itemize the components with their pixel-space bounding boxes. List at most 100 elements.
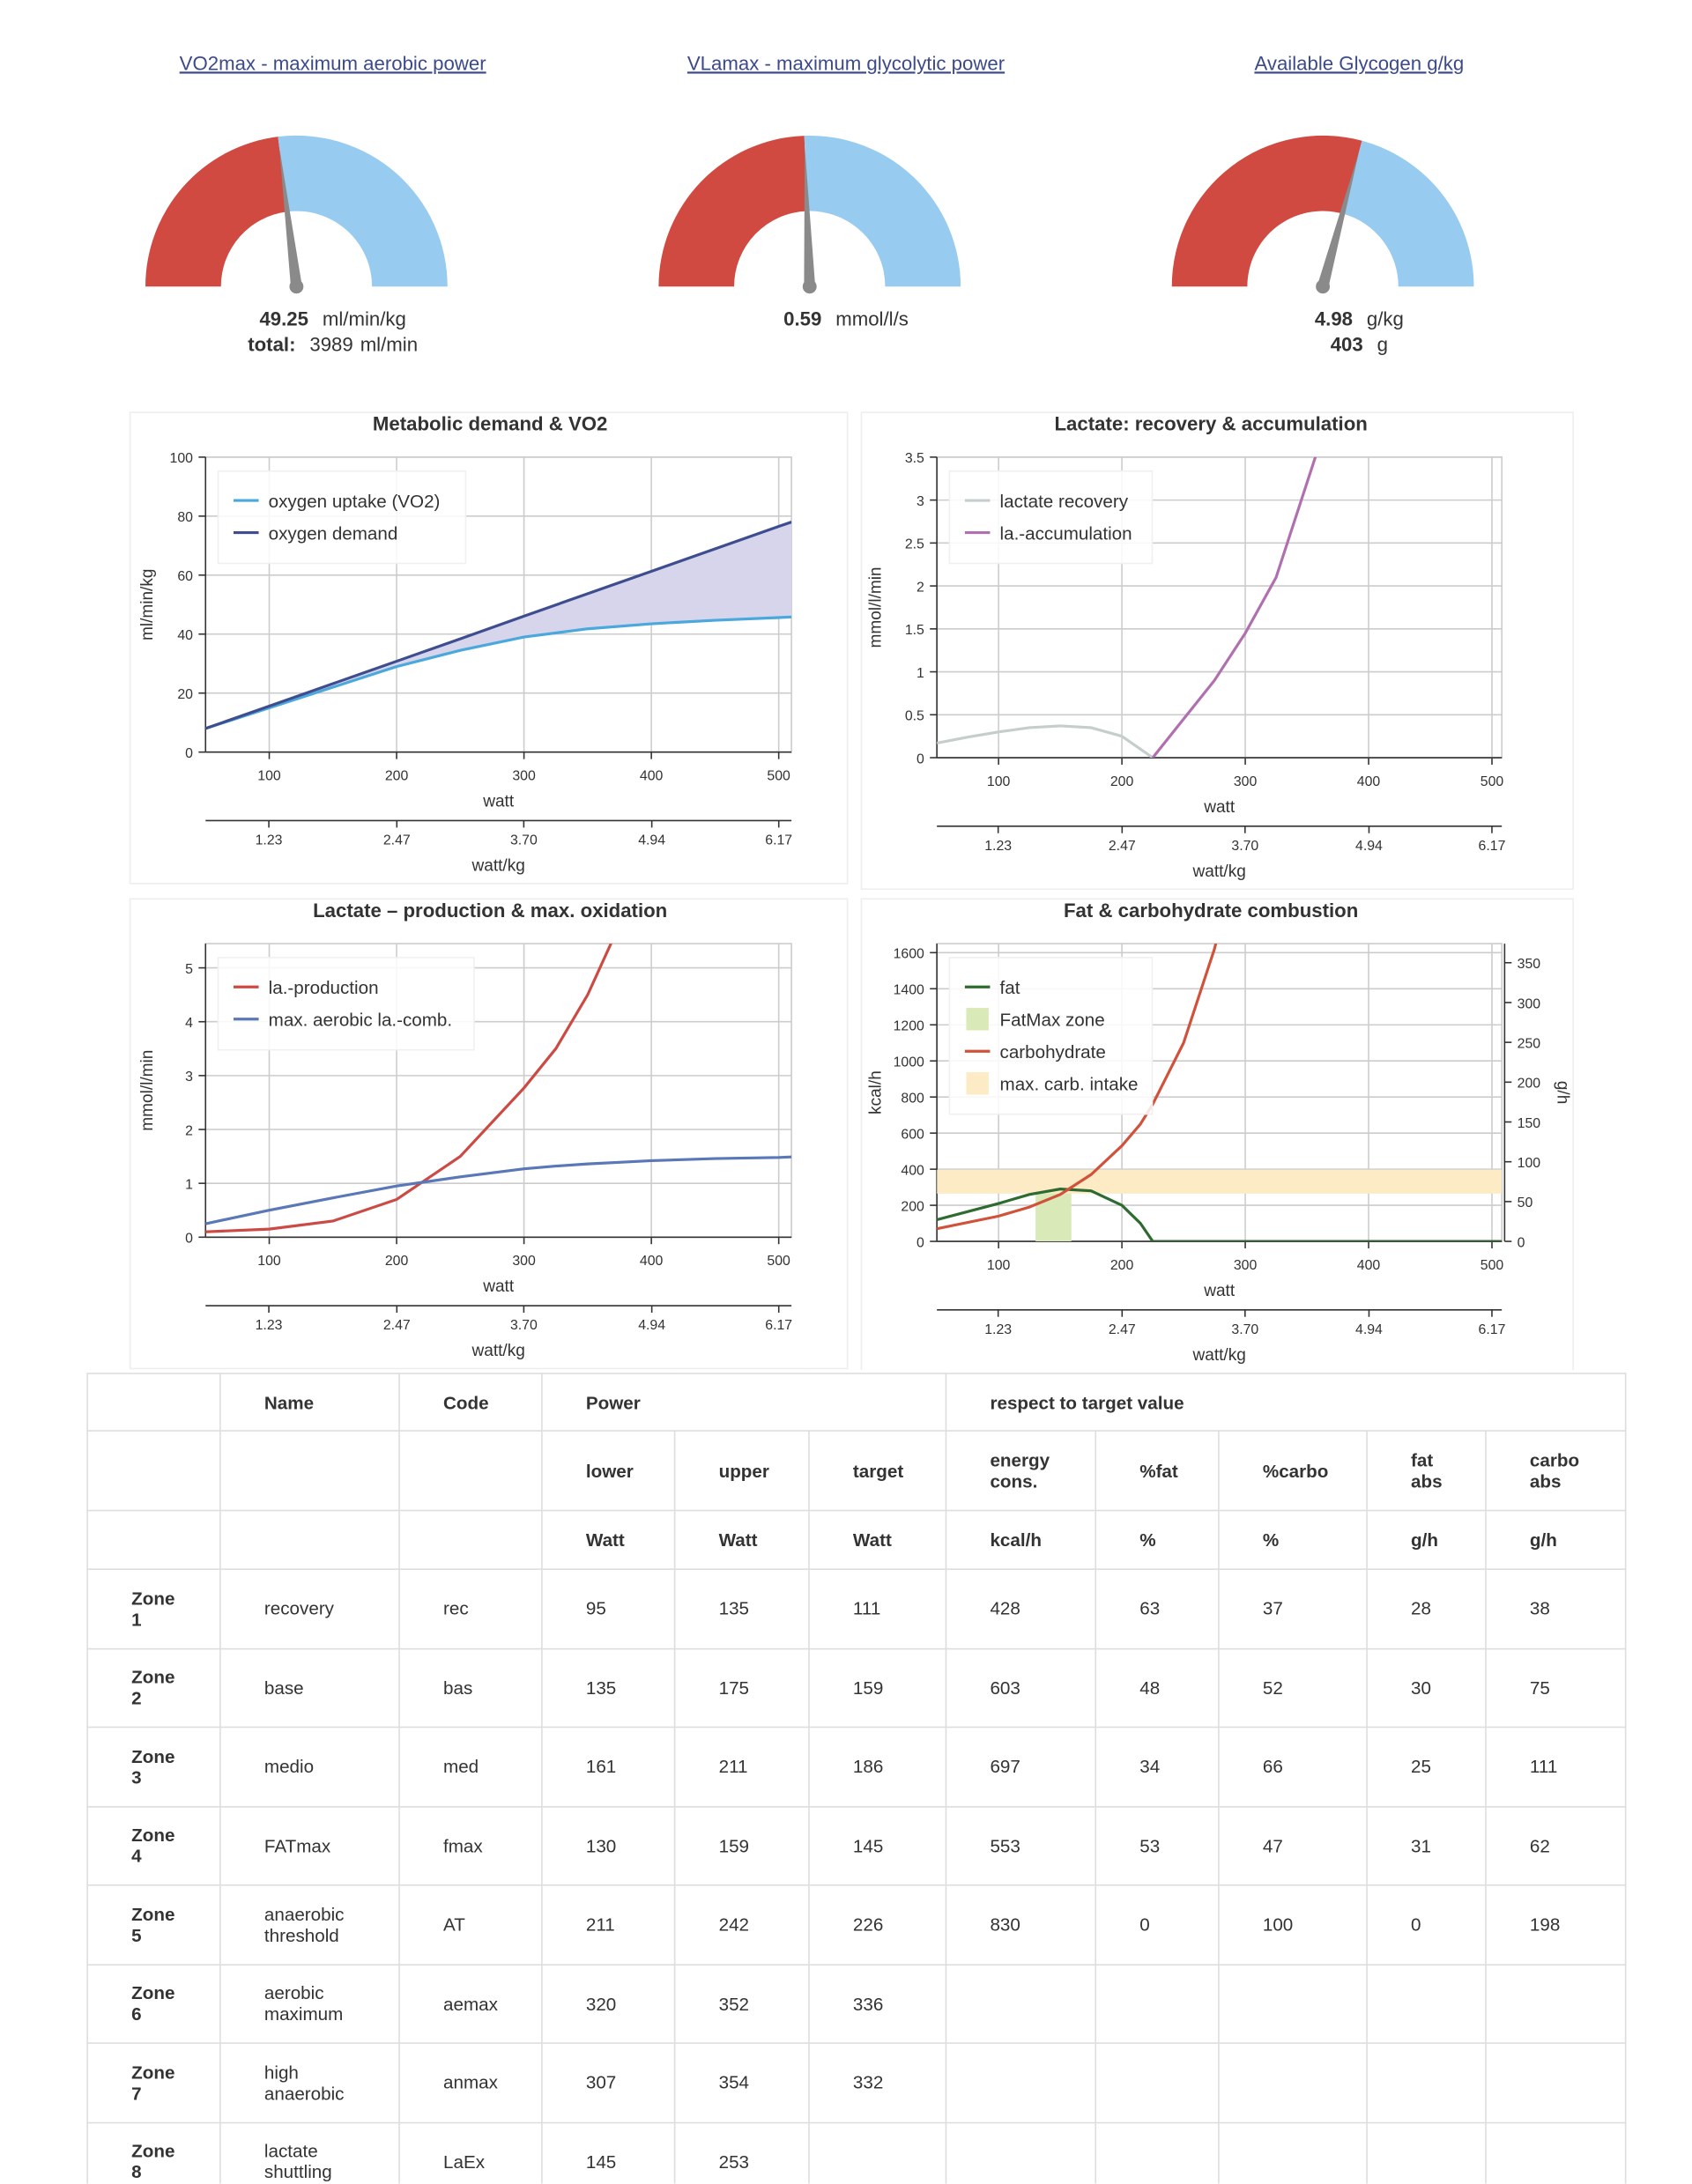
legend-swatch (966, 1072, 989, 1095)
unit: ml/min (360, 333, 418, 355)
table-row: Watt Watt Watt kcal/h%% g/h g/h (86, 1509, 1627, 1570)
cell: 226 (808, 1884, 947, 1966)
cell: anaerobic threshold (219, 1884, 400, 1966)
cell: 336 (808, 1963, 947, 2044)
x-tick-label: 200 (385, 768, 409, 783)
legend-swatch (966, 1008, 989, 1031)
x2-tick-label: 6.17 (1479, 1322, 1506, 1337)
cell: Zone 1 (86, 1568, 221, 1649)
x-tick-label: 200 (1110, 774, 1134, 789)
y-tick-label: 2 (185, 1123, 193, 1138)
value: 0.59 (783, 308, 821, 330)
cell: Zone 4 (86, 1805, 221, 1886)
x-tick-label: 400 (640, 768, 664, 783)
x-tick-label: 100 (987, 1258, 1011, 1273)
cell (1366, 2121, 1487, 2184)
gauge-low (658, 136, 807, 287)
plot (205, 521, 792, 730)
x2-tick-label: 3.70 (510, 1318, 538, 1333)
cell: 307 (541, 2042, 676, 2123)
x2-axis-label: watt/kg (1192, 862, 1246, 881)
y-tick-label: 1200 (894, 1019, 924, 1034)
cell: respect to target value (945, 1373, 1627, 1432)
gauge-title[interactable]: VLamax - maximum glycolytic power (687, 52, 1006, 74)
cell: LaEx (398, 2121, 543, 2184)
y-tick-label: 800 (901, 1092, 924, 1107)
chart-title: Lactate: recovery & accumulation (1054, 413, 1367, 435)
cell: 28 (1366, 1568, 1487, 1649)
cell: 30 (1366, 1647, 1487, 1729)
cell: recovery (219, 1568, 400, 1649)
cell: 161 (541, 1726, 676, 1807)
cell: fmax (398, 1805, 543, 1886)
cell: med (398, 1726, 543, 1807)
cell: Name (219, 1373, 400, 1432)
cell (1095, 1963, 1220, 2044)
y-tick-label: 20 (177, 687, 193, 702)
gauge-low (145, 137, 287, 287)
gauge-extra: total: 3989 ml/min (248, 333, 418, 355)
table-row: Zone 5 anaerobic threshold AT 211 242 226 830 0… (86, 1884, 1627, 1966)
cell: Zone 5 (86, 1884, 221, 1966)
cell: 111 (1485, 1726, 1627, 1807)
gauge-hub (289, 279, 304, 294)
x2-axis-label: watt/kg (471, 857, 525, 876)
cell: 253 (673, 2121, 810, 2184)
chart-title: Metabolic demand & VO2 (373, 413, 607, 435)
gauge-title[interactable]: VO2max - maximum aerobic power (180, 52, 487, 74)
cell: AT (398, 1884, 543, 1966)
cell: 135 (541, 1647, 676, 1729)
cell (1218, 1963, 1368, 2044)
cell (1218, 2121, 1368, 2184)
y-tick-label: 1 (185, 1178, 193, 1193)
x-tick-label: 500 (1480, 774, 1504, 789)
gauge-value: 0.59 mmol/l/s (783, 308, 909, 330)
legend-label: la.-accumulation (1000, 523, 1132, 544)
unit: ml/min/kg (323, 308, 406, 330)
plot (937, 944, 1503, 1242)
cell: 830 (945, 1884, 1097, 1966)
y-tick-label: 1000 (894, 1055, 924, 1070)
x2-axis-label: watt/kg (471, 1342, 525, 1360)
cell: 63 (1095, 1568, 1220, 1649)
chart-title: Fat & carbohydrate combustion (1064, 900, 1358, 922)
x-tick-label: 400 (1357, 1258, 1381, 1273)
y2-tick-label: 100 (1518, 1156, 1541, 1171)
y-tick-label: 80 (177, 510, 193, 525)
x-tick-label: 400 (640, 1254, 664, 1269)
cell: 130 (541, 1805, 676, 1886)
cell: 75 (1485, 1647, 1627, 1729)
x2-tick-label: 3.70 (510, 833, 538, 848)
cell (945, 1963, 1097, 2044)
x2-axis-label: watt/kg (1192, 1346, 1246, 1365)
legend-box (217, 957, 475, 1051)
cell (1485, 2121, 1627, 2184)
cell: FATmax (219, 1805, 400, 1886)
legend-label: la.-production (269, 978, 379, 998)
cell: 53 (1095, 1805, 1220, 1886)
y-tick-label: 4 (185, 1016, 193, 1031)
x-axis-label: watt (482, 793, 515, 811)
cell: target (808, 1430, 947, 1512)
cell: 47 (1218, 1805, 1368, 1886)
cell (1485, 2042, 1627, 2123)
cell: medio (219, 1726, 400, 1807)
x2-tick-label: 1.23 (256, 1318, 283, 1333)
legend-label: FatMax zone (1000, 1011, 1105, 1031)
y-tick-label: 0 (185, 746, 193, 761)
y-tick-label: 1 (916, 666, 924, 681)
y-tick-label: 1.5 (905, 623, 924, 638)
x-tick-label: 300 (512, 768, 536, 783)
cell (945, 2042, 1097, 2123)
series-line (205, 1155, 792, 1225)
x2-tick-label: 4.94 (638, 833, 665, 848)
cell (219, 1509, 400, 1570)
gauge-title[interactable]: Available Glycogen g/kg (1254, 52, 1464, 74)
y-axis-label: ml/min/kg (138, 569, 157, 640)
x-axis-label: watt (482, 1277, 515, 1296)
cell: 145 (541, 2121, 676, 2184)
cell (945, 2121, 1097, 2184)
chart: Fat & carbohydrate combustion 100 200 300 40… (860, 898, 1574, 1374)
cell: Zone 7 (86, 2042, 221, 2123)
